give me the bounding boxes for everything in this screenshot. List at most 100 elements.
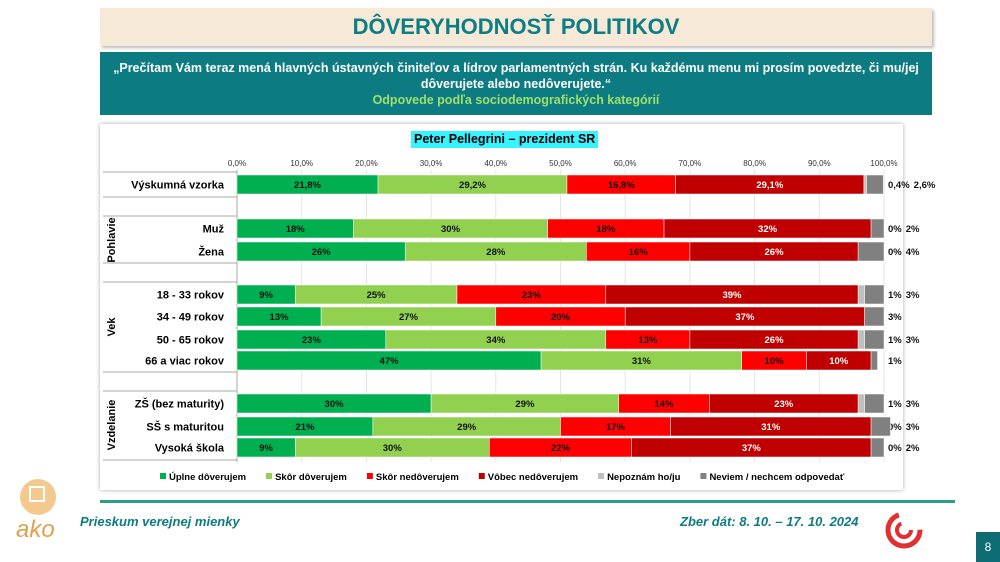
- legend-swatch: [366, 473, 373, 479]
- data-label: 30%: [383, 443, 403, 454]
- data-label: 23%: [522, 290, 542, 301]
- data-label: 0%: [888, 224, 902, 235]
- data-label: 18%: [286, 224, 306, 235]
- footer-dates: Zber dát: 8. 10. – 17. 10. 2024: [680, 514, 859, 529]
- data-label: 20%: [551, 312, 571, 323]
- data-label: 37%: [735, 312, 755, 323]
- legend-swatch: [160, 473, 166, 479]
- x-tick-label: 30,0%: [420, 159, 443, 168]
- data-label: 16,8%: [608, 180, 635, 191]
- legend-label: Neviem / nechcem odpovedať: [709, 472, 844, 483]
- category-label: SŠ s maturitou: [146, 421, 224, 434]
- data-label: 1%: [888, 399, 902, 410]
- question-box: „Prečítam Vám teraz mená hlavných ústavn…: [100, 52, 932, 115]
- legend-label: Nepoznám ho/ju: [607, 472, 681, 483]
- category-label: 18 - 33 rokov: [157, 290, 225, 302]
- x-tick-label: 40,0%: [484, 159, 507, 168]
- bar-segment: [866, 174, 884, 195]
- group-label: Pohlavie: [106, 217, 118, 262]
- x-tick-label: 100,0%: [870, 159, 897, 168]
- category-label: Žena: [198, 246, 225, 259]
- data-label: 14%: [655, 399, 675, 410]
- bar-segment: [857, 284, 865, 305]
- data-label: 25%: [367, 290, 387, 301]
- bar-segment: [864, 393, 885, 414]
- data-label: 32%: [758, 224, 778, 235]
- data-label: 10%: [765, 356, 785, 367]
- question-subtitle: Odpovede podľa sociodemografických kateg…: [372, 93, 660, 107]
- data-label: 9%: [259, 290, 273, 301]
- data-label: 0%: [888, 247, 902, 258]
- group-label: Vek: [106, 317, 118, 337]
- data-label: 4%: [906, 247, 920, 258]
- data-label: 3%: [888, 312, 902, 323]
- footer-divider: [100, 500, 955, 503]
- data-label: 37%: [742, 443, 762, 454]
- data-label: 23%: [774, 399, 794, 410]
- data-label: 28%: [486, 247, 506, 258]
- bar-segment: [857, 241, 885, 262]
- data-label: 3%: [906, 422, 920, 433]
- legend-label: Skôr dôverujem: [275, 472, 347, 483]
- x-tick-label: 0,0%: [228, 159, 246, 168]
- category-label: Vysoká škola: [155, 443, 225, 455]
- data-label: 30%: [325, 399, 345, 410]
- data-label: 21,8%: [294, 180, 321, 191]
- data-label: 39%: [722, 290, 742, 301]
- legend-label: Skôr nedôverujem: [376, 472, 459, 483]
- x-tick-label: 80,0%: [743, 159, 766, 168]
- data-label: 27%: [399, 312, 419, 323]
- data-label: 0%: [888, 443, 902, 454]
- brand-swirl-icon: [885, 511, 923, 549]
- data-label: 13%: [638, 335, 658, 346]
- bar-segment: [863, 174, 867, 195]
- svg-text:ako: ako: [16, 516, 55, 543]
- data-label: 1%: [888, 356, 902, 367]
- stacked-bar-chart: 0,0% 10,0% 20,0% 30,0% 40,0% 50,0% 60,0% 70,0% 8…: [103, 159, 936, 483]
- data-label: 31%: [761, 422, 781, 433]
- x-tick-label: 50,0%: [549, 159, 572, 168]
- data-label: 0,4%: [888, 180, 910, 191]
- legend-swatch: [266, 473, 273, 479]
- bar-segment: [857, 329, 865, 350]
- category-label: Muž: [203, 224, 225, 236]
- bar-segment: [864, 306, 885, 327]
- data-label: 26%: [765, 335, 785, 346]
- bar-segment: [857, 393, 865, 414]
- data-label: 26%: [312, 247, 332, 258]
- data-label: 30%: [441, 224, 461, 235]
- data-label: 2,6%: [914, 180, 936, 191]
- data-label: 23%: [302, 335, 322, 346]
- data-label: 21%: [295, 422, 315, 433]
- data-label: 29%: [457, 422, 477, 433]
- bar-segment: [864, 284, 885, 305]
- bar-segment: [870, 416, 891, 437]
- category-label: 34 - 49 rokov: [157, 312, 225, 324]
- data-label: 29,2%: [459, 180, 486, 191]
- data-label: 2%: [906, 224, 920, 235]
- x-tick-label: 60,0%: [614, 159, 637, 168]
- page-number: 8: [976, 532, 1000, 562]
- data-label: 16%: [629, 247, 649, 258]
- data-label: 17%: [606, 422, 626, 433]
- x-tick-label: 90,0%: [808, 159, 831, 168]
- data-label: 1%: [888, 335, 902, 346]
- legend-label: Vôbec nedôverujem: [488, 472, 578, 483]
- data-label: 2%: [906, 443, 920, 454]
- data-label: 3%: [906, 335, 920, 346]
- x-tick-label: 70,0%: [679, 159, 702, 168]
- data-label: 3%: [906, 399, 920, 410]
- data-label: 47%: [380, 356, 400, 367]
- category-label: Výskumná vzorka: [131, 180, 225, 192]
- legend-swatch: [598, 473, 605, 479]
- data-label: 3%: [906, 290, 920, 301]
- data-label: 9%: [259, 443, 273, 454]
- x-tick-label: 20,0%: [355, 159, 378, 168]
- data-label: 10%: [829, 356, 849, 367]
- legend-swatch: [700, 473, 707, 479]
- group-label: Vzdelanie: [106, 400, 118, 451]
- category-label: ZŠ (bez maturity): [135, 398, 225, 411]
- footer-survey: Prieskum verejnej mienky: [80, 514, 240, 529]
- bar-segment: [864, 329, 885, 350]
- chart-title: Peter Pellegrini – prezident SR: [411, 131, 599, 148]
